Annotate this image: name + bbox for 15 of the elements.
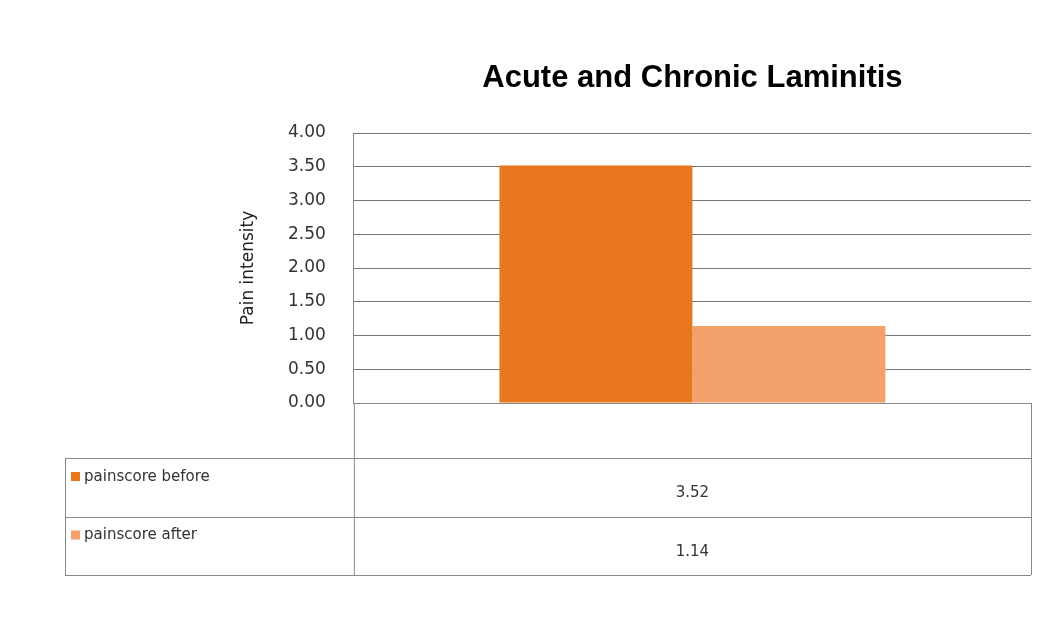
y-tick-label: 2.00: [287, 256, 326, 277]
y-tick-label: 3.50: [287, 155, 326, 176]
y-tick-label: 0.00: [287, 391, 326, 412]
y-tick-label: 1.50: [287, 290, 326, 311]
y-tick-label: 2.50: [287, 222, 326, 243]
y-tick-label: 0.50: [287, 357, 326, 378]
text: 1.14: [675, 541, 710, 560]
legend-label: painscore after: [84, 525, 198, 544]
y-tick-label: 3.00: [287, 188, 326, 209]
text: 3.52: [675, 483, 710, 502]
y-tick-label: 4.00: [287, 121, 326, 142]
legend-label: painscore before: [84, 466, 210, 485]
y-axis-title: Pain intensity: [237, 210, 258, 326]
y-tick-label: 1.00: [287, 323, 326, 344]
chart-title: Acute and Chronic Laminitis: [482, 58, 903, 94]
